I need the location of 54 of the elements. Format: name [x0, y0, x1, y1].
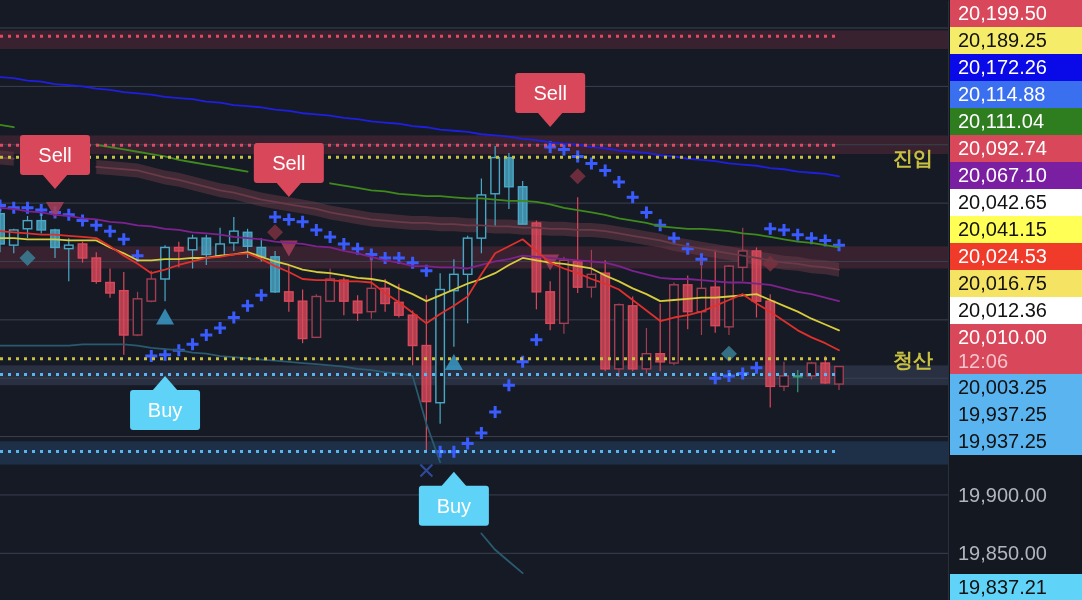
- y-tick-label: 19,850.00: [958, 542, 1047, 565]
- candlestick: [63, 237, 74, 282]
- candlestick: [737, 227, 748, 282]
- text: 20,042.65: [958, 191, 1047, 213]
- text: 20,016.75: [958, 272, 1047, 294]
- candlestick: [792, 369, 803, 393]
- text: 20,092.74: [958, 137, 1047, 159]
- text: 20,111.04: [958, 110, 1045, 132]
- point: [19, 249, 36, 266]
- candlestick: [283, 264, 294, 313]
- text: 19,937.25: [958, 403, 1047, 425]
- candlestick: [187, 234, 198, 270]
- candlestick: [393, 283, 404, 319]
- text: 20,010.00 12:06: [958, 326, 1047, 372]
- point: [569, 168, 586, 185]
- text: 19,937.25: [958, 430, 1047, 452]
- candlestick: [215, 227, 226, 257]
- candlestick: [655, 302, 666, 372]
- point: [156, 308, 175, 325]
- candlestick: [77, 241, 88, 264]
- annotation: Sell: [272, 152, 306, 175]
- text: 20,172.26: [958, 56, 1047, 78]
- ref-line-label: 진입: [893, 146, 933, 171]
- text: 20,067.10: [958, 164, 1047, 186]
- candlestick: [834, 365, 844, 391]
- text: 20,114.88: [958, 83, 1046, 105]
- annotation: Buy: [436, 494, 472, 517]
- annotation: Sell: [533, 82, 567, 105]
- candlestick: [105, 267, 115, 299]
- candlestick: [641, 327, 652, 375]
- candlestick: [201, 234, 212, 266]
- text: 19,837.21: [958, 576, 1047, 598]
- annotation: Buy: [147, 399, 183, 422]
- text: 20,003.25: [958, 376, 1047, 398]
- candlestick: [173, 241, 184, 268]
- point: [720, 345, 737, 362]
- point: [267, 224, 284, 241]
- candlestick: [779, 361, 789, 392]
- text: 20,041.15: [958, 218, 1047, 240]
- text: 20,189.25: [958, 29, 1047, 51]
- ref-line-label: 청산: [893, 347, 933, 372]
- y-tick-label: 19,900.00: [958, 483, 1047, 506]
- line-series: [0, 76, 840, 178]
- candlestick: [91, 251, 102, 285]
- text: 20,199.50: [958, 2, 1047, 24]
- candlestick: [325, 267, 336, 302]
- candlestick: [146, 270, 157, 303]
- text: 20,024.53: [958, 245, 1047, 267]
- annotation: Sell: [38, 143, 72, 166]
- candlestick: [352, 294, 363, 322]
- candlestick: [338, 277, 349, 316]
- point: [419, 463, 434, 478]
- point: [444, 354, 463, 371]
- text: 20,012.36: [958, 299, 1047, 321]
